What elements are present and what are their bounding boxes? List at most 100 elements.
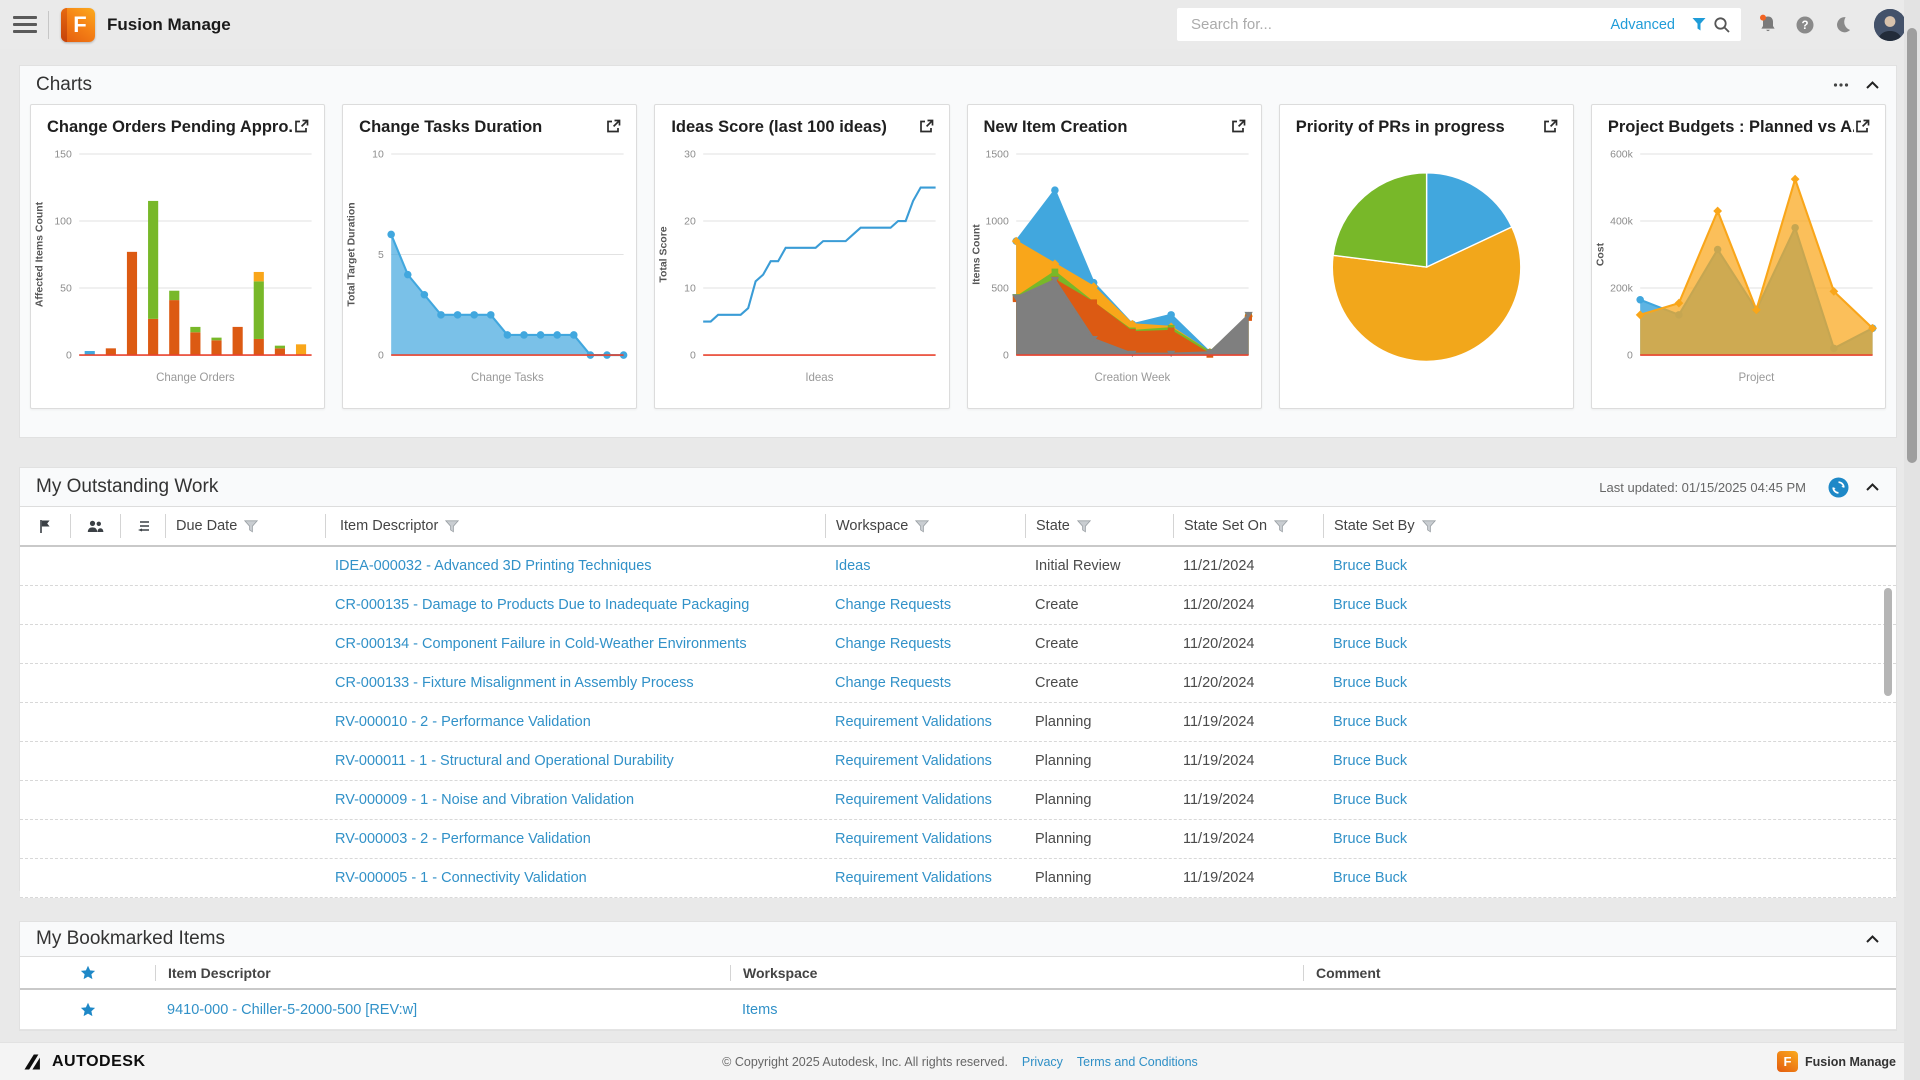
charts-title: Charts bbox=[36, 74, 92, 96]
state-set-by-link[interactable]: Bruce Buck bbox=[1333, 792, 1407, 808]
bookmarked-item-link[interactable]: 9410-000 - Chiller-5-2000-500 [REV:w] bbox=[167, 1002, 417, 1018]
star-column-header bbox=[20, 965, 155, 980]
svg-text:Items Count: Items Count bbox=[971, 224, 982, 285]
menu-icon[interactable] bbox=[10, 10, 40, 40]
table-row: CR-000135 - Damage to Products Due to In… bbox=[20, 586, 1896, 625]
outstanding-table-body: IDEA-000032 - Advanced 3D Printing Techn… bbox=[20, 547, 1896, 898]
state-set-by-column-header: State Set By bbox=[1323, 514, 1896, 538]
workspace-link[interactable]: Requirement Validations bbox=[835, 831, 992, 847]
item-descriptor-link[interactable]: RV-000003 - 2 - Performance Validation bbox=[335, 831, 591, 847]
item-descriptor-link[interactable]: RV-000005 - 1 - Connectivity Validation bbox=[335, 870, 587, 886]
avatar[interactable] bbox=[1874, 9, 1906, 41]
people-icon bbox=[87, 520, 104, 533]
outstanding-work-title: My Outstanding Work bbox=[36, 476, 218, 498]
state-set-by-link[interactable]: Bruce Buck bbox=[1333, 831, 1407, 847]
open-in-window-icon[interactable] bbox=[918, 118, 935, 135]
filter-icon[interactable] bbox=[1274, 520, 1288, 533]
milestones-column-header[interactable] bbox=[120, 514, 165, 538]
autodesk-logo: AUTODESK bbox=[24, 1053, 146, 1071]
table-row: RV-000010 - 2 - Performance Validation Re… bbox=[20, 703, 1896, 742]
svg-text:Change Orders: Change Orders bbox=[156, 372, 235, 384]
filter-icon[interactable] bbox=[244, 520, 258, 533]
svg-text:30: 30 bbox=[685, 150, 697, 161]
svg-text:Total Score: Total Score bbox=[659, 226, 670, 282]
workspace-link[interactable]: Requirement Validations bbox=[835, 714, 992, 730]
svg-text:0: 0 bbox=[1627, 351, 1633, 362]
state-set-by-link[interactable]: Bruce Buck bbox=[1333, 597, 1407, 613]
workspace-link[interactable]: Requirement Validations bbox=[835, 792, 992, 808]
chart-card-title: Change Tasks Duration bbox=[359, 118, 605, 137]
moon-icon[interactable] bbox=[1831, 14, 1853, 36]
assignees-column-header[interactable] bbox=[70, 514, 120, 538]
refresh-icon[interactable] bbox=[1828, 477, 1849, 498]
state-set-by-link[interactable]: Bruce Buck bbox=[1333, 753, 1407, 769]
table-row: CR-000133 - Fixture Misalignment in Asse… bbox=[20, 664, 1896, 703]
table-row: IDEA-000032 - Advanced 3D Printing Techn… bbox=[20, 547, 1896, 586]
bookmarked-workspace-link[interactable]: Items bbox=[742, 1002, 777, 1018]
workspace-column-header: Workspace bbox=[825, 514, 1025, 538]
item-descriptor-link[interactable]: CR-000133 - Fixture Misalignment in Asse… bbox=[335, 675, 694, 691]
bookmarked-collapse-chevron-up-icon[interactable] bbox=[1865, 934, 1880, 944]
privacy-link[interactable]: Privacy bbox=[1022, 1055, 1063, 1069]
state-value: Planning bbox=[1035, 753, 1091, 769]
state-value: Create bbox=[1035, 636, 1079, 652]
svg-text:Change Tasks: Change Tasks bbox=[471, 372, 544, 384]
item-descriptor-link[interactable]: RV-000009 - 1 - Noise and Vibration Vali… bbox=[335, 792, 634, 808]
charts-collapse-chevron-up-icon[interactable] bbox=[1865, 80, 1880, 90]
workspace-link[interactable]: Requirement Validations bbox=[835, 753, 992, 769]
workspace-link[interactable]: Change Requests bbox=[835, 675, 951, 691]
due-date-column-header: Due Date bbox=[165, 514, 325, 538]
svg-text:600k: 600k bbox=[1610, 150, 1633, 161]
state-set-by-link[interactable]: Bruce Buck bbox=[1333, 558, 1407, 574]
item-descriptor-link[interactable]: CR-000135 - Damage to Products Due to In… bbox=[335, 597, 749, 613]
state-set-on-value: 11/19/2024 bbox=[1183, 870, 1255, 886]
item-descriptor-link[interactable]: RV-000011 - 1 - Structural and Operation… bbox=[335, 753, 674, 769]
chart-card-title: Change Orders Pending Appro... bbox=[47, 118, 293, 137]
list-icon bbox=[136, 520, 151, 532]
app-title: Fusion Manage bbox=[107, 15, 231, 35]
state-set-by-link[interactable]: Bruce Buck bbox=[1333, 636, 1407, 652]
page-scrollbar-thumb[interactable] bbox=[1907, 28, 1917, 463]
more-options-icon[interactable] bbox=[1833, 82, 1849, 88]
flag-column-header[interactable] bbox=[20, 514, 70, 538]
item-descriptor-link[interactable]: RV-000010 - 2 - Performance Validation bbox=[335, 714, 591, 730]
filter-icon[interactable] bbox=[1077, 520, 1091, 533]
list-item: 9410-000 - Chiller-5-2000-500 [REV:w] Ite… bbox=[20, 990, 1896, 1030]
workspace-link[interactable]: Change Requests bbox=[835, 597, 951, 613]
state-set-by-link[interactable]: Bruce Buck bbox=[1333, 714, 1407, 730]
open-in-window-icon[interactable] bbox=[1854, 118, 1871, 135]
workspace-link[interactable]: Change Requests bbox=[835, 636, 951, 652]
table-row: CR-000134 - Component Failure in Cold-We… bbox=[20, 625, 1896, 664]
chart-6: 0200k400k600kProjectCost bbox=[1592, 139, 1885, 391]
svg-text:?: ? bbox=[1801, 20, 1808, 32]
open-in-window-icon[interactable] bbox=[1542, 118, 1559, 135]
open-in-window-icon[interactable] bbox=[293, 118, 310, 135]
workspace-link[interactable]: Requirement Validations bbox=[835, 870, 992, 886]
open-in-window-icon[interactable] bbox=[1230, 118, 1247, 135]
open-in-window-icon[interactable] bbox=[605, 118, 622, 135]
table-scrollbar-thumb[interactable] bbox=[1884, 588, 1892, 696]
search-input[interactable] bbox=[1191, 16, 1611, 33]
state-set-by-link[interactable]: Bruce Buck bbox=[1333, 870, 1407, 886]
filter-icon[interactable] bbox=[1422, 520, 1436, 533]
item-descriptor-link[interactable]: CR-000134 - Component Failure in Cold-We… bbox=[335, 636, 747, 652]
workspace-link[interactable]: Ideas bbox=[835, 558, 870, 574]
chart-2: 0510Change TasksTotal Target Duration bbox=[343, 139, 636, 391]
item-descriptor-link[interactable]: IDEA-000032 - Advanced 3D Printing Techn… bbox=[335, 558, 652, 574]
help-icon[interactable]: ? bbox=[1794, 14, 1816, 36]
bell-icon[interactable] bbox=[1757, 14, 1779, 36]
outstanding-collapse-chevron-up-icon[interactable] bbox=[1865, 482, 1880, 492]
terms-link[interactable]: Terms and Conditions bbox=[1077, 1055, 1198, 1069]
star-icon[interactable] bbox=[80, 1002, 96, 1017]
filter-icon[interactable] bbox=[915, 520, 929, 533]
footer: AUTODESK © Copyright 2025 Autodesk, Inc.… bbox=[0, 1042, 1920, 1080]
table-row: RV-000009 - 1 - Noise and Vibration Vali… bbox=[20, 781, 1896, 820]
state-value: Create bbox=[1035, 675, 1079, 691]
filter-icon[interactable] bbox=[1691, 17, 1707, 32]
state-set-by-link[interactable]: Bruce Buck bbox=[1333, 675, 1407, 691]
svg-text:150: 150 bbox=[54, 150, 72, 161]
advanced-search-link[interactable]: Advanced bbox=[1611, 17, 1676, 33]
page-scrollbar[interactable] bbox=[1904, 0, 1920, 1080]
filter-icon[interactable] bbox=[445, 520, 459, 533]
search-icon[interactable] bbox=[1713, 16, 1731, 34]
